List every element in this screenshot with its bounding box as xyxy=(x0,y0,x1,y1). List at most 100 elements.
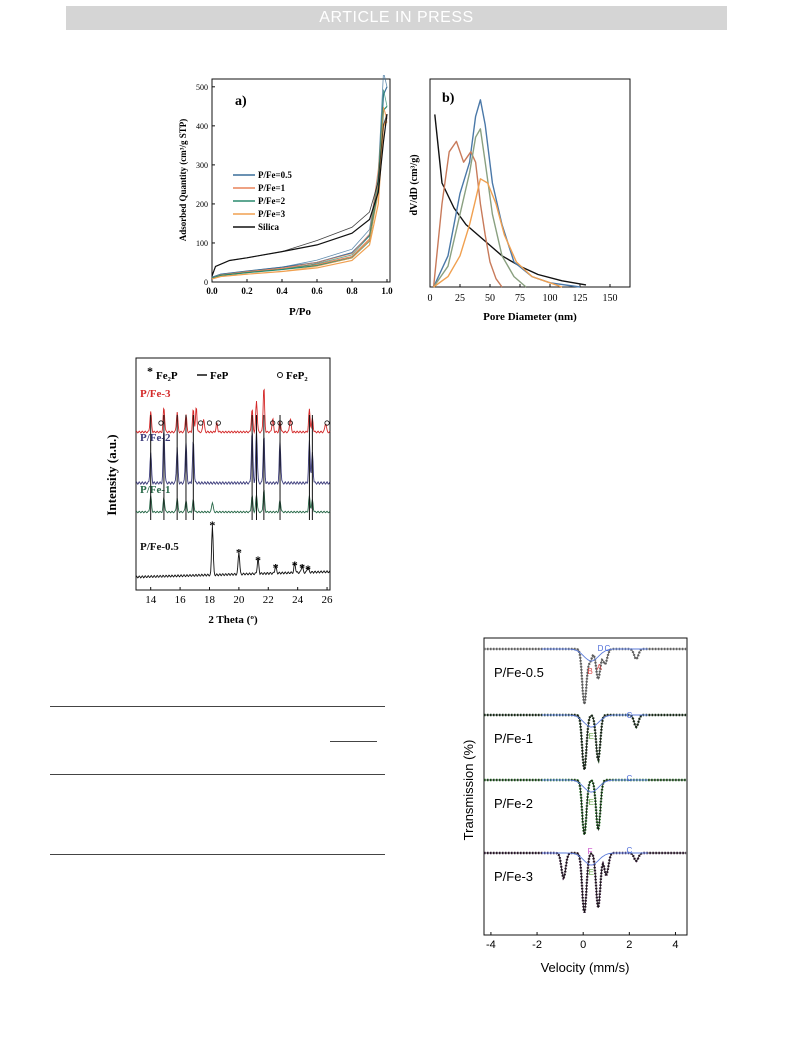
component-label: D xyxy=(598,644,604,653)
y-axis-label: dV/dD (cm³/g) xyxy=(409,154,420,215)
legend-fe2p: Fe₂P xyxy=(156,370,178,382)
x-tick-label: 125 xyxy=(573,293,588,304)
y-axis-label: Intensity (a.u.) xyxy=(104,434,119,515)
component-label: A xyxy=(597,663,603,672)
component-label: C xyxy=(626,711,632,720)
xrd-chart: * Fe₂P FeP FeP₂ P/Fe-3 P/Fe-2 P/Fe-1 P/Fe-0… xyxy=(104,357,334,626)
mossbauer-fit-line xyxy=(484,779,687,835)
mossbauer-component-c xyxy=(541,648,648,662)
xrd-sample-label: P/Fe-1 xyxy=(140,484,171,496)
x-tick-label: 100 xyxy=(543,293,558,304)
x-tick-label: 22 xyxy=(263,594,274,606)
mossbauer-fit-line xyxy=(484,852,687,913)
fep2-peak-marker xyxy=(270,420,276,426)
x-tick-label: 24 xyxy=(292,594,304,606)
component-label: B xyxy=(587,667,592,676)
fe2p-peak-marker: * xyxy=(292,558,298,572)
legend-label: P/Fe=1 xyxy=(258,183,286,193)
table-rule-header xyxy=(50,774,385,775)
fe2p-peak-marker: * xyxy=(236,546,242,560)
mossbauer-sample-label: P/Fe-2 xyxy=(494,796,533,811)
mossbauer-fit-line xyxy=(484,648,687,705)
isotherm-desorption-line xyxy=(211,89,388,279)
x-axis-label: P/Po xyxy=(289,306,311,318)
pore-series-line xyxy=(434,114,587,286)
y-tick-label: 300 xyxy=(196,161,208,170)
x-tick-label: 0.4 xyxy=(276,286,288,296)
x-tick-label: 50 xyxy=(485,293,495,304)
component-label: C xyxy=(626,774,632,783)
xrd-pattern-line xyxy=(135,525,331,579)
pore-series-line xyxy=(433,128,527,288)
table-rule-top xyxy=(50,706,385,707)
isotherm-desorption-line xyxy=(211,75,388,278)
x-tick-label: -4 xyxy=(486,939,496,951)
legend-fep2: FeP₂ xyxy=(286,370,308,382)
xrd-sample-label: P/Fe-3 xyxy=(140,388,171,400)
x-tick-label: 26 xyxy=(322,594,334,606)
legend-label: P/Fe=2 xyxy=(258,196,286,206)
fe2p-peak-marker: * xyxy=(305,562,311,576)
y-axis-label: Adsorbed Quantity (cm³/g STP) xyxy=(178,119,188,241)
xrd-pattern-line xyxy=(135,489,331,514)
xrd-pattern-line xyxy=(135,388,331,435)
mossbauer-fit-line xyxy=(484,714,687,770)
y-tick-label: 200 xyxy=(196,200,208,209)
legend-label: P/Fe=0.5 xyxy=(258,170,292,180)
plot-frame xyxy=(211,78,391,283)
plot-frame xyxy=(429,78,631,288)
y-tick-label: 500 xyxy=(196,83,208,92)
y-axis-label: Transmission (%) xyxy=(461,740,476,841)
x-tick-label: 0.0 xyxy=(206,286,218,296)
x-tick-label: 14 xyxy=(145,594,157,606)
isotherm-desorption-line xyxy=(211,113,388,277)
legend-label: P/Fe=3 xyxy=(258,209,286,219)
x-axis-label: 2 Theta (º) xyxy=(208,614,258,626)
plot-frame xyxy=(135,357,331,591)
fep2-peak-marker xyxy=(287,420,293,426)
x-tick-label: 18 xyxy=(204,594,216,606)
panel-label: b) xyxy=(442,91,455,106)
mossbauer-component-c xyxy=(541,779,648,793)
component-label: E xyxy=(589,868,594,877)
article-in-press-banner: ARTICLE IN PRESS xyxy=(66,6,727,30)
mossbauer-component-c xyxy=(541,714,648,728)
x-tick-label: 25 xyxy=(455,293,465,304)
table-rule-span xyxy=(330,741,377,742)
fep2-peak-marker xyxy=(206,420,213,426)
plot-frame xyxy=(483,637,688,936)
xrd-pattern-line xyxy=(135,429,331,486)
x-tick-label: 150 xyxy=(603,293,618,304)
y-tick-label: 100 xyxy=(196,239,208,248)
table-rule-bottom xyxy=(50,854,385,855)
component-label: C xyxy=(626,846,632,855)
component-label: E xyxy=(589,798,594,807)
component-label: C xyxy=(605,644,611,653)
x-tick-label: 0.6 xyxy=(311,286,323,296)
fep2-peak-marker xyxy=(198,420,204,426)
y-tick-label: 0 xyxy=(204,278,208,287)
isotherm-series-line xyxy=(211,114,388,277)
mossbauer-sample-label: P/Fe-1 xyxy=(494,731,533,746)
mossbauer-sample-label: P/Fe-0.5 xyxy=(494,665,544,680)
mossbauer-sample-label: P/Fe-3 xyxy=(494,869,533,884)
fep2-peak-marker xyxy=(324,420,330,426)
x-tick-label: 1.0 xyxy=(381,286,393,296)
x-tick-label: 0.8 xyxy=(346,286,358,296)
fep2-peak-marker xyxy=(215,420,221,426)
x-axis-label: Pore Diameter (nm) xyxy=(483,311,577,323)
x-tick-label: 75 xyxy=(515,293,525,304)
pore-series-line xyxy=(432,140,503,288)
fe2p-peak-marker: * xyxy=(299,561,305,575)
x-tick-label: -2 xyxy=(532,939,542,951)
y-tick-label: 400 xyxy=(196,122,208,131)
component-label: E xyxy=(589,732,594,741)
x-tick-label: 4 xyxy=(672,939,678,951)
fe2p-peak-marker: * xyxy=(273,561,279,575)
x-tick-label: 2 xyxy=(626,939,632,951)
mossbauer-component-c xyxy=(541,852,648,866)
legend-fep: FeP xyxy=(210,370,229,382)
x-axis-label: Velocity (mm/s) xyxy=(541,960,630,975)
component-label: F xyxy=(588,847,593,856)
